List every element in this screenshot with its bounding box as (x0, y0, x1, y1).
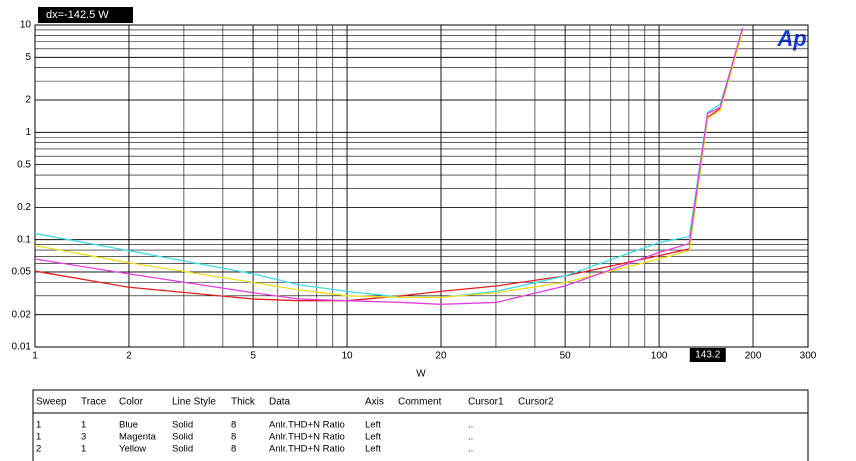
y-tick-label: 0.1 (17, 234, 31, 245)
table-cell: Left (365, 444, 381, 455)
x-tick-label: 10 (341, 351, 353, 362)
x-tick-label: 2 (126, 351, 132, 362)
table-cell: Anlr.THD+N Ratio (269, 444, 345, 455)
x-tick-label: 300 (800, 351, 817, 362)
table-cell: .. (468, 432, 473, 443)
table-cell: Left (365, 432, 381, 443)
table-header: Color (119, 397, 144, 408)
cursor-box (689, 348, 726, 362)
table-cell: 1 (81, 420, 86, 431)
table-cell: 2 (36, 444, 41, 455)
table-cell: Solid (172, 432, 193, 443)
x-tick-label: 200 (745, 351, 762, 362)
table-header: Sweep (36, 397, 67, 408)
cursor-readout: dx=-142.5 W (46, 9, 109, 21)
table-cell: Yellow (119, 444, 146, 455)
table-cell: 3 (81, 432, 86, 443)
table-header: Thick (231, 397, 256, 408)
table-header: Trace (81, 397, 107, 408)
table-cell: 1 (36, 432, 41, 443)
y-tick-label: 1 (25, 127, 31, 138)
y-tick-label: 10 (20, 20, 32, 31)
y-tick-label: 0.2 (17, 202, 31, 213)
y-tick-label: 0.02 (12, 309, 32, 320)
table-header: Cursor2 (518, 397, 554, 408)
table-header: Cursor1 (468, 397, 504, 408)
table-header: Axis (365, 397, 384, 408)
table-cell: .. (468, 444, 473, 455)
x-tick-label: 1 (32, 351, 38, 362)
y-tick-label: 0.01 (12, 342, 32, 353)
table-header: Comment (398, 397, 442, 408)
y-tick-label: 2 (25, 95, 31, 106)
table-cell: 8 (231, 420, 236, 431)
x-tick-label: 5 (250, 351, 256, 362)
y-tick-label: 0.05 (12, 267, 32, 278)
plot-frame (34, 24, 809, 348)
y-tick-label: 0.5 (17, 159, 31, 170)
table-cell: Anlr.THD+N Ratio (269, 432, 345, 443)
x-tick-label: 20 (435, 351, 447, 362)
x-tick-label: 50 (560, 351, 572, 362)
table-cell: Solid (172, 420, 193, 431)
table-cell: Anlr.THD+N Ratio (269, 420, 345, 431)
x-axis-label: W (416, 369, 426, 380)
table-cell: 1 (36, 420, 41, 431)
table-cell: 8 (231, 444, 236, 455)
readout-box (38, 7, 133, 23)
trace (34, 31, 744, 299)
x-tick-label: 100 (651, 351, 668, 362)
legend-table-frame (32, 389, 809, 461)
table-header: Data (269, 397, 291, 408)
logo: Ap (776, 26, 806, 51)
cursor-label: 143.2 (695, 350, 720, 361)
table-cell: Left (365, 420, 381, 431)
y-tick-label: 5 (25, 52, 31, 63)
table-cell: Magenta (119, 432, 157, 443)
trace (34, 27, 744, 305)
table-cell: .. (468, 420, 473, 431)
table-cell: 8 (231, 432, 236, 443)
table-cell: 1 (81, 444, 86, 455)
table-cell: Blue (119, 420, 138, 431)
table-cell: Solid (172, 444, 193, 455)
table-header: Line Style (172, 397, 216, 408)
